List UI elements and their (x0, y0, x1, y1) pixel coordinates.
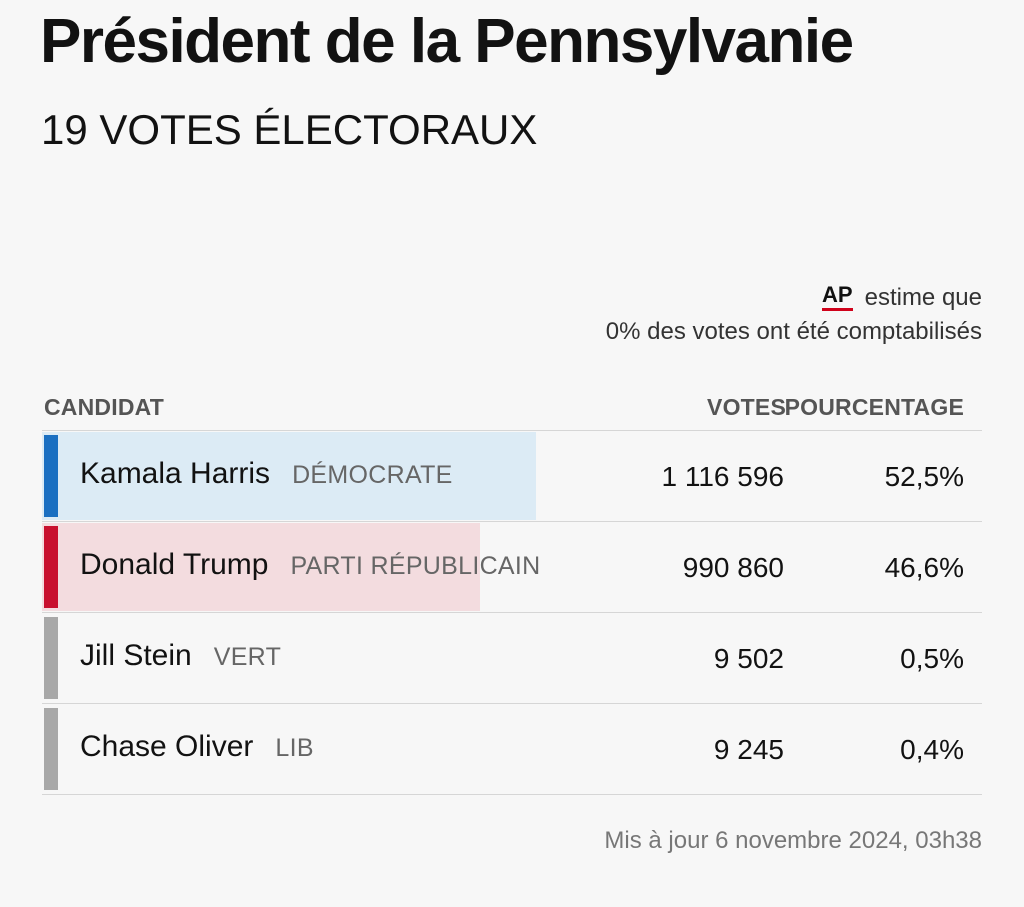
candidate-row-harris: Kamala Harris DÉMOCRATE 1 116 596 52,5% (42, 431, 982, 522)
candidate-votes: 9 245 (713, 734, 784, 765)
estimate-line-1: AP estime que (606, 281, 982, 315)
ap-logo: AP (822, 282, 853, 311)
party-color-stripe (44, 526, 58, 608)
candidate-party: VERT (213, 643, 282, 671)
candidate-votes: 1 116 596 (661, 461, 785, 492)
candidate-party: LIB (275, 734, 314, 762)
candidate-percent: 52,5% (884, 461, 964, 492)
candidate-name: Kamala Harris (80, 457, 271, 490)
candidate-percent: 0,5% (900, 643, 964, 674)
estimate-line-2: 0% des votes ont été comptabilisés (605, 318, 982, 345)
candidate-percent: 0,4% (900, 734, 964, 765)
last-updated: Mis à jour 6 novembre 2024, 03h38 (604, 827, 982, 854)
reporting-estimate: AP estime que 0% des votes ont été compta… (606, 281, 982, 349)
vote-share-bar (42, 523, 480, 611)
page-title: Président de la Pennsylvanie (40, 7, 854, 76)
table-header: CANDIDAT VOTES POURCENTAGE (42, 386, 982, 431)
candidate-row-trump: Donald Trump PARTI RÉPUBLICAIN 990 860 46… (42, 522, 982, 613)
electoral-votes-subtitle: 19 VOTES ÉLECTORAUX (41, 106, 538, 153)
results-table: CANDIDAT VOTES POURCENTAGE Kamala Harris… (42, 386, 982, 795)
candidate-row-oliver: Chase Oliver LIB 9 245 0,4% (42, 704, 982, 795)
party-color-stripe (44, 435, 58, 517)
candidate-name: Chase Oliver (80, 730, 254, 763)
candidate-percent: 46,6% (884, 552, 964, 583)
header-percent: POURCENTAGE (784, 394, 964, 420)
candidate-votes: 9 502 (713, 643, 784, 674)
party-color-stripe (44, 708, 58, 790)
candidate-row-stein: Jill Stein VERT 9 502 0,5% (42, 613, 982, 704)
candidate-name: Donald Trump (80, 548, 269, 581)
vote-share-bar (42, 432, 536, 520)
header-votes: VOTES (707, 394, 786, 420)
estimate-text: estime que (864, 284, 982, 311)
header-candidate: CANDIDAT (44, 394, 164, 420)
candidate-party: PARTI RÉPUBLICAIN (290, 552, 541, 580)
candidate-party: DÉMOCRATE (292, 461, 453, 489)
candidate-votes: 990 860 (682, 552, 784, 583)
candidate-name: Jill Stein (80, 639, 192, 672)
party-color-stripe (44, 617, 58, 699)
